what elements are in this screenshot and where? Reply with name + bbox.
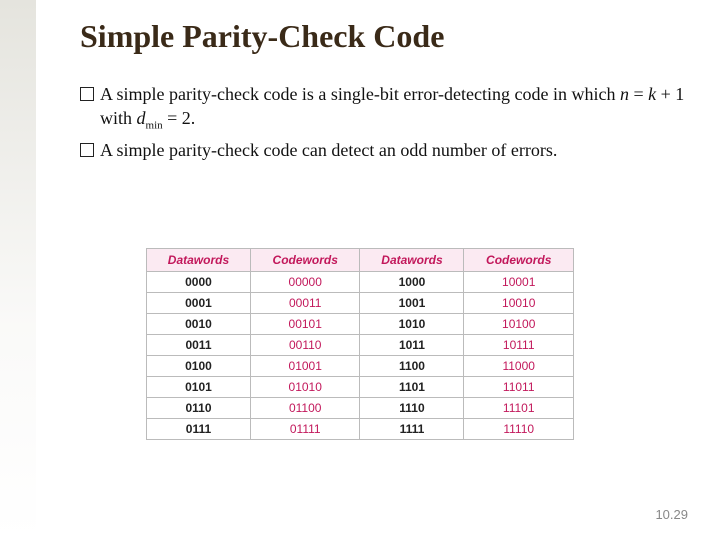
cell-dw: 0101	[147, 377, 251, 398]
cell-cw: 00110	[250, 335, 360, 356]
cell-dw: 1000	[360, 272, 464, 293]
cell-cw: 01010	[250, 377, 360, 398]
b1-eq1: =	[629, 84, 648, 104]
cell-cw: 00101	[250, 314, 360, 335]
table-row: 0101 01010 1101 11011	[147, 377, 574, 398]
cell-cw: 11011	[464, 377, 574, 398]
body-text: A simple parity-check code is a single-b…	[80, 82, 690, 166]
th-datawords-1: Datawords	[147, 249, 251, 272]
cell-cw: 11101	[464, 398, 574, 419]
cell-cw: 00000	[250, 272, 360, 293]
cell-dw: 0010	[147, 314, 251, 335]
cell-cw: 11110	[464, 419, 574, 440]
bullet-box-icon	[80, 87, 94, 101]
cell-cw: 01001	[250, 356, 360, 377]
table-row: 0011 00110 1011 10111	[147, 335, 574, 356]
cell-dw: 1001	[360, 293, 464, 314]
cell-dw: 1100	[360, 356, 464, 377]
th-codewords-1: Codewords	[250, 249, 360, 272]
table-header-row: Datawords Codewords Datawords Codewords	[147, 249, 574, 272]
cell-dw: 1101	[360, 377, 464, 398]
th-codewords-2: Codewords	[464, 249, 574, 272]
codes-table: Datawords Codewords Datawords Codewords …	[146, 248, 574, 440]
slide-title: Simple Parity-Check Code	[80, 18, 444, 55]
bullet-2-text: A simple parity-check code can detect an…	[100, 138, 690, 162]
side-accent	[0, 0, 36, 540]
cell-cw: 10001	[464, 272, 574, 293]
bullet-1-text: A simple parity-check code is a single-b…	[100, 82, 690, 134]
cell-cw: 10100	[464, 314, 574, 335]
bullet-2: A simple parity-check code can detect an…	[80, 138, 690, 162]
cell-cw: 10010	[464, 293, 574, 314]
table-row: 0100 01001 1100 11000	[147, 356, 574, 377]
cell-dw: 1110	[360, 398, 464, 419]
cell-dw: 1111	[360, 419, 464, 440]
table-row: 0010 00101 1010 10100	[147, 314, 574, 335]
cell-cw: 01100	[250, 398, 360, 419]
table-row: 0000 00000 1000 10001	[147, 272, 574, 293]
bullet-box-icon	[80, 143, 94, 157]
cell-dw: 1011	[360, 335, 464, 356]
b1-n: n	[620, 84, 629, 104]
cell-dw: 0100	[147, 356, 251, 377]
parity-table: Datawords Codewords Datawords Codewords …	[146, 248, 574, 440]
bullet-1: A simple parity-check code is a single-b…	[80, 82, 690, 134]
b1-pre: A simple parity-check code is a single-b…	[100, 84, 620, 104]
cell-cw: 01111	[250, 419, 360, 440]
cell-dw: 0000	[147, 272, 251, 293]
table-row: 0110 01100 1110 11101	[147, 398, 574, 419]
cell-cw: 11000	[464, 356, 574, 377]
cell-cw: 10111	[464, 335, 574, 356]
b1-d: d	[137, 108, 146, 128]
cell-dw: 0111	[147, 419, 251, 440]
b1-k: k	[648, 84, 656, 104]
page-number: 10.29	[655, 507, 688, 522]
cell-dw: 0001	[147, 293, 251, 314]
cell-dw: 0110	[147, 398, 251, 419]
cell-cw: 00011	[250, 293, 360, 314]
th-datawords-2: Datawords	[360, 249, 464, 272]
cell-dw: 1010	[360, 314, 464, 335]
table-row: 0111 01111 1111 11110	[147, 419, 574, 440]
cell-dw: 0011	[147, 335, 251, 356]
b1-min: min	[146, 120, 163, 132]
b1-eq2: = 2.	[163, 108, 196, 128]
table-row: 0001 00011 1001 10010	[147, 293, 574, 314]
